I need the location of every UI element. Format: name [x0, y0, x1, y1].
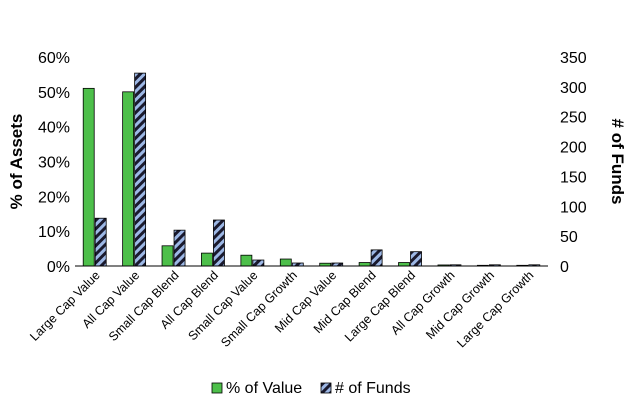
- category-label: Large Cap Value: [27, 268, 103, 344]
- left-tick-label: 60%: [38, 50, 70, 67]
- bars: [82, 72, 541, 267]
- bar-num-funds: [173, 229, 186, 267]
- left-tick-label: 20%: [38, 189, 70, 206]
- right-axis-ticks: 0 50 100 150 200 250 300 350: [560, 50, 587, 276]
- left-tick-label: 0%: [47, 259, 70, 276]
- bar-pct-value: [201, 252, 213, 267]
- legend: % of Value # of Funds: [211, 380, 411, 397]
- left-tick-label: 30%: [38, 155, 70, 172]
- bar-num-funds: [134, 72, 147, 267]
- legend-swatch-num-funds: [320, 382, 332, 394]
- left-tick-label: 10%: [38, 224, 70, 241]
- right-tick-label: 350: [560, 50, 587, 67]
- right-tick-label: 0: [560, 259, 569, 276]
- right-axis-title: # of Funds: [608, 119, 627, 205]
- bar-pct-value: [161, 245, 174, 267]
- left-axis-ticks: 0% 10% 20% 30% 40% 50% 60%: [38, 50, 70, 276]
- bar-num-funds: [252, 259, 265, 267]
- right-tick-label: 50: [560, 229, 578, 246]
- legend-swatch-pct-value: [211, 382, 223, 394]
- legend-label-num-funds: # of Funds: [335, 380, 411, 397]
- legend-label-pct-value: % of Value: [226, 380, 302, 397]
- category-label: Mid Cap Growth: [423, 268, 497, 342]
- right-tick-label: 200: [560, 140, 587, 157]
- right-tick-label: 250: [560, 110, 587, 127]
- left-tick-label: 40%: [38, 120, 70, 137]
- bar-num-funds: [213, 219, 225, 267]
- right-tick-label: 300: [560, 80, 587, 97]
- left-tick-label: 50%: [38, 85, 70, 102]
- bar-pct-value: [358, 262, 371, 267]
- category-label: Small Cap Blend: [106, 268, 182, 344]
- bar-pct-value: [122, 91, 135, 267]
- category-label: Small Cap Value: [185, 268, 260, 343]
- right-tick-label: 100: [560, 199, 587, 216]
- bar-pct-value: [398, 262, 410, 267]
- bar-pct-value: [82, 87, 95, 267]
- bar-num-funds: [370, 249, 383, 267]
- right-tick-label: 150: [560, 169, 587, 186]
- bar-num-funds: [94, 217, 107, 267]
- bar-pct-value: [279, 258, 292, 267]
- category-label: Large Cap Growth: [454, 268, 536, 350]
- category-label: Large Cap Blend: [342, 268, 418, 344]
- bar-num-funds: [410, 251, 422, 267]
- bar-pct-value: [240, 254, 253, 267]
- left-axis-title: % of Assets: [7, 114, 26, 210]
